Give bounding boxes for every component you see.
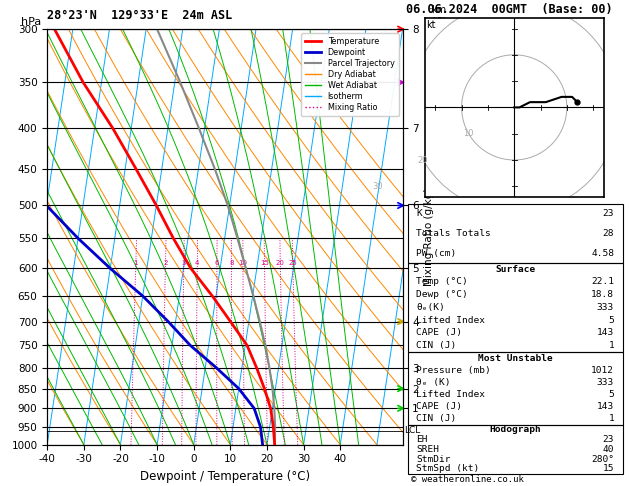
- Text: km
ASL: km ASL: [431, 5, 449, 27]
- Text: 4: 4: [195, 260, 199, 265]
- Text: 6: 6: [214, 260, 219, 265]
- Text: Hodograph: Hodograph: [489, 425, 541, 434]
- Text: CAPE (J): CAPE (J): [416, 402, 462, 411]
- X-axis label: Dewpoint / Temperature (°C): Dewpoint / Temperature (°C): [140, 470, 310, 483]
- Bar: [408, 263, 623, 352]
- Text: 333: 333: [597, 303, 614, 312]
- Text: StmDir: StmDir: [416, 454, 451, 464]
- Text: 10: 10: [464, 129, 474, 138]
- Text: EH: EH: [416, 435, 428, 444]
- Text: CIN (J): CIN (J): [416, 341, 457, 350]
- Text: 333: 333: [597, 378, 614, 387]
- Text: 15: 15: [260, 260, 269, 265]
- Text: 4.58: 4.58: [591, 249, 614, 258]
- Text: 5: 5: [608, 390, 614, 399]
- Text: 22.1: 22.1: [591, 278, 614, 286]
- Text: LCL: LCL: [404, 426, 421, 435]
- Text: 3: 3: [182, 260, 186, 265]
- Text: 06.06.2024  00GMT  (Base: 00): 06.06.2024 00GMT (Base: 00): [406, 2, 612, 16]
- Text: StmSpd (kt): StmSpd (kt): [416, 465, 479, 473]
- Text: 1: 1: [608, 341, 614, 350]
- Text: Lifted Index: Lifted Index: [416, 390, 485, 399]
- Text: 8: 8: [229, 260, 233, 265]
- Text: 5: 5: [608, 315, 614, 325]
- Text: 23: 23: [603, 209, 614, 218]
- Text: 1012: 1012: [591, 365, 614, 375]
- Text: 143: 143: [597, 402, 614, 411]
- Text: θₑ (K): θₑ (K): [416, 378, 451, 387]
- Text: 20: 20: [418, 156, 428, 164]
- Text: kt: kt: [426, 19, 436, 30]
- Text: Surface: Surface: [495, 265, 535, 274]
- Legend: Temperature, Dewpoint, Parcel Trajectory, Dry Adiabat, Wet Adiabat, Isotherm, Mi: Temperature, Dewpoint, Parcel Trajectory…: [301, 33, 399, 116]
- Text: 1: 1: [133, 260, 138, 265]
- Text: 10: 10: [238, 260, 247, 265]
- Text: 40: 40: [603, 445, 614, 454]
- Text: Temp (°C): Temp (°C): [416, 278, 468, 286]
- Text: K: K: [416, 209, 422, 218]
- Text: 30: 30: [372, 182, 383, 191]
- Text: 18.8: 18.8: [591, 290, 614, 299]
- Text: Totals Totals: Totals Totals: [416, 229, 491, 238]
- Text: © weatheronline.co.uk: © weatheronline.co.uk: [411, 474, 523, 484]
- Text: 2: 2: [164, 260, 168, 265]
- Text: 28°23'N  129°33'E  24m ASL: 28°23'N 129°33'E 24m ASL: [47, 9, 233, 22]
- Bar: [408, 425, 623, 474]
- Bar: [408, 352, 623, 425]
- Text: 1: 1: [608, 414, 614, 423]
- Text: PW (cm): PW (cm): [416, 249, 457, 258]
- Text: 15: 15: [603, 465, 614, 473]
- Text: CAPE (J): CAPE (J): [416, 329, 462, 337]
- Text: hPa: hPa: [21, 17, 41, 27]
- Text: Most Unstable: Most Unstable: [478, 353, 552, 363]
- Text: 28: 28: [603, 229, 614, 238]
- Text: Dewp (°C): Dewp (°C): [416, 290, 468, 299]
- Text: 25: 25: [289, 260, 298, 265]
- Text: θₑ(K): θₑ(K): [416, 303, 445, 312]
- Text: Pressure (mb): Pressure (mb): [416, 365, 491, 375]
- Text: 23: 23: [603, 435, 614, 444]
- Text: 280°: 280°: [591, 454, 614, 464]
- Text: 20: 20: [276, 260, 285, 265]
- Text: CIN (J): CIN (J): [416, 414, 457, 423]
- Text: SREH: SREH: [416, 445, 439, 454]
- Y-axis label: Mixing Ratio (g/kg): Mixing Ratio (g/kg): [425, 188, 435, 286]
- Text: 143: 143: [597, 329, 614, 337]
- Bar: [408, 204, 623, 263]
- Text: Lifted Index: Lifted Index: [416, 315, 485, 325]
